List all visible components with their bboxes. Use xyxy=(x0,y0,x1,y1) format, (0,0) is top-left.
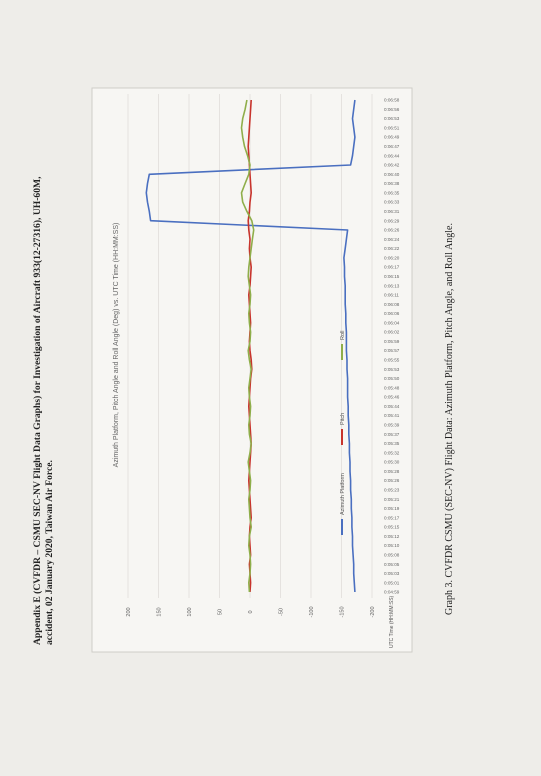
x-tick-label: 0:06:22 xyxy=(384,246,400,251)
x-tick-label: 0:05:39 xyxy=(384,423,400,428)
x-tick-label: 0:06:08 xyxy=(384,302,400,307)
x-tick-label: 0:06:31 xyxy=(384,209,400,214)
x-axis-title: UTC Time (HH:MM:SS) xyxy=(389,595,395,648)
heading-line: Appendix E (CVFDR – CSMU SEC-NV Flight D… xyxy=(32,176,43,645)
x-tick-label: 0:06:13 xyxy=(384,283,400,288)
x-tick-label: 0:06:51 xyxy=(384,125,400,130)
y-tick-label: 150 xyxy=(157,607,163,616)
x-tick-label: 0:05:23 xyxy=(384,487,400,492)
x-tick-label: 0:05:28 xyxy=(384,469,400,474)
data-line xyxy=(240,99,255,593)
y-tick-label: 100 xyxy=(187,607,193,616)
x-tick-label: 0:06:53 xyxy=(384,116,400,121)
x-tick-label: 0:06:42 xyxy=(384,163,400,168)
x-tick-label: 0:05:32 xyxy=(384,450,400,455)
x-tick-label: 0:05:08 xyxy=(384,552,400,557)
heading-line: accident, 02 January 2020, Taiwan Air Fo… xyxy=(44,460,55,645)
x-tick-label: 0:06:24 xyxy=(384,237,400,242)
x-tick-label: 0:06:17 xyxy=(384,265,400,270)
legend-label: Azimuth Platform xyxy=(340,473,346,515)
x-tick-label: 0:05:50 xyxy=(384,376,400,381)
legend-label: Roll xyxy=(340,331,346,340)
x-tick-label: 0:05:35 xyxy=(384,441,400,446)
x-tick-label: 0:05:55 xyxy=(384,358,400,363)
x-tick-label: 0:06:58 xyxy=(384,98,400,103)
x-tick-label: 0:06:49 xyxy=(384,135,400,140)
y-tick-label: -100 xyxy=(309,606,315,617)
x-tick-label: 0:06:47 xyxy=(384,144,400,149)
x-tick-label: 0:05:37 xyxy=(384,432,400,437)
x-tick-label: 0:06:40 xyxy=(384,172,400,177)
x-tick-label: 0:06:26 xyxy=(384,228,400,233)
x-tick-label: 0:05:15 xyxy=(384,525,400,530)
y-tick-label: -150 xyxy=(340,606,346,617)
x-tick-label: 0:05:57 xyxy=(384,348,400,353)
x-tick-label: 0:06:15 xyxy=(384,274,400,279)
x-tick-label: 0:05:01 xyxy=(384,580,400,585)
y-tick-label: -200 xyxy=(370,606,376,617)
y-tick-label: 200 xyxy=(126,607,132,616)
y-tick-label: 0 xyxy=(248,610,254,613)
x-tick-label: 0:06:56 xyxy=(384,107,400,112)
x-tick-label: 0:06:20 xyxy=(384,255,400,260)
x-tick-label: 0:05:05 xyxy=(384,562,400,567)
x-tick-label: 0:06:04 xyxy=(384,320,400,325)
x-tick-label: 0:05:17 xyxy=(384,515,400,520)
x-tick-label: 0:05:44 xyxy=(384,404,400,409)
x-tick-label: 0:06:33 xyxy=(384,200,400,205)
x-tick-label: 0:05:03 xyxy=(384,571,400,576)
x-tick-label: 0:06:02 xyxy=(384,330,400,335)
x-tick-label: 0:05:46 xyxy=(384,395,400,400)
x-tick-label: 0:05:10 xyxy=(384,543,400,548)
x-tick-label: 0:06:06 xyxy=(384,311,400,316)
x-tick-label: 0:06:35 xyxy=(384,190,400,195)
x-tick-label: 0:06:29 xyxy=(384,218,400,223)
x-tick-label: 0:05:41 xyxy=(384,413,400,418)
x-tick-label: 0:05:19 xyxy=(384,506,400,511)
x-tick-label: 0:05:12 xyxy=(384,534,400,539)
x-tick-label: 0:05:30 xyxy=(384,460,400,465)
y-tick-label: -50 xyxy=(279,608,285,616)
x-tick-label: 0:04:59 xyxy=(384,590,400,595)
x-tick-label: 0:05:26 xyxy=(384,478,400,483)
x-tick-label: 0:06:38 xyxy=(384,181,400,186)
x-tick-label: 0:05:59 xyxy=(384,339,400,344)
caption: Graph 3. CVFDR CSMU (SEC-NV) Flight Data… xyxy=(444,223,455,615)
x-tick-label: 0:06:11 xyxy=(384,293,399,298)
chart-title: Azimuth Platform, Pitch Angle and Roll A… xyxy=(113,223,120,468)
legend-label: Pitch xyxy=(340,413,346,425)
x-tick-label: 0:05:21 xyxy=(384,497,400,502)
x-tick-label: 0:05:48 xyxy=(384,385,400,390)
x-tick-label: 0:05:53 xyxy=(384,367,400,372)
y-tick-label: 50 xyxy=(218,609,224,615)
x-tick-label: 0:06:44 xyxy=(384,153,400,158)
data-line xyxy=(145,99,356,593)
